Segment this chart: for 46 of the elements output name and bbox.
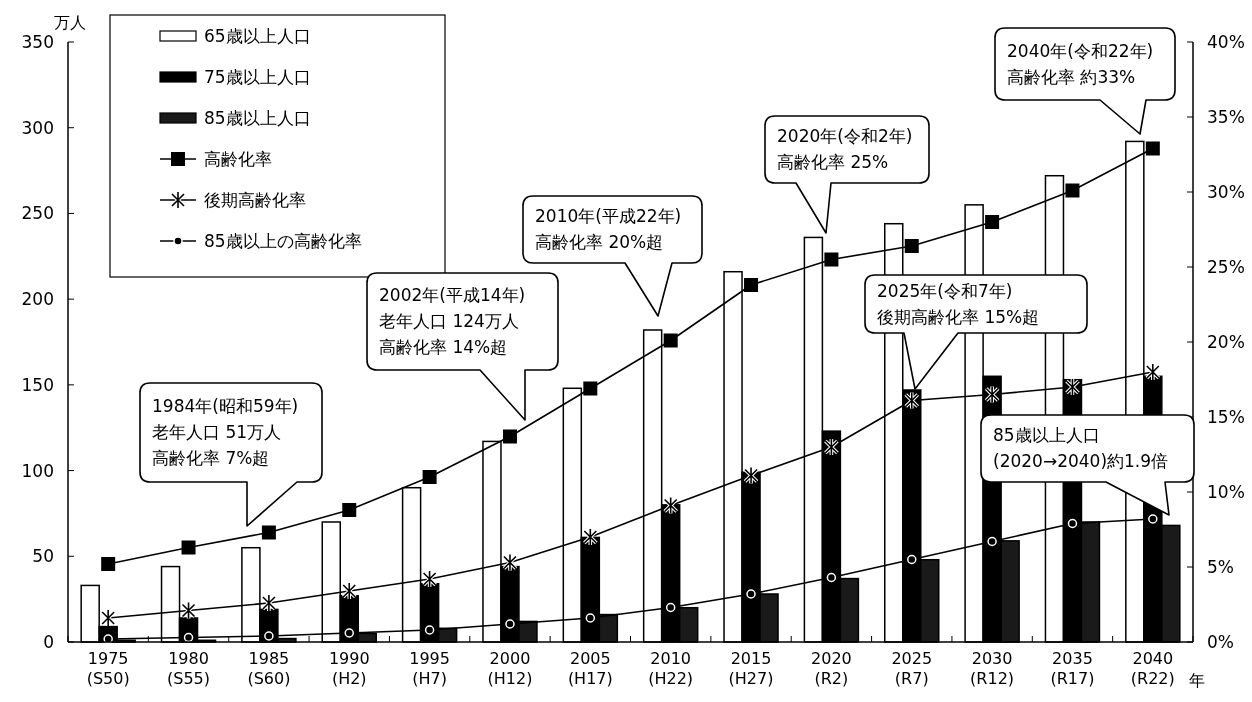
legend-label: 75歳以上人口 [204,66,311,87]
y-tick-label: 100 [21,460,54,481]
y-axis-title: 万人 [54,13,86,32]
y-tick-label: 200 [21,289,54,310]
x-tick-label: 2005 (H17) [567,649,613,688]
x-tick-label: 2000 (H12) [487,649,533,688]
y-tick-label: 350 [21,31,54,52]
x-tick-label: 2015 (H27) [728,649,774,688]
y-tick-label: 150 [21,374,54,395]
y2-tick-label: 5% [1207,556,1234,577]
y-tick-label: 300 [21,117,54,138]
y2-tick-label: 15% [1207,406,1245,427]
y2-tick-label: 0% [1207,631,1234,652]
y2-tick-label: 30% [1207,181,1245,202]
x-tick-label: 1975 (S50) [86,649,130,688]
x-tick-label: 2030 (R12) [970,649,1015,688]
x-tick-label: 2020 (R2) [811,649,852,688]
y2-tick-label: 35% [1207,106,1245,127]
x-axis-title: 年 [1189,671,1205,690]
x-tick-label: 1985 (S60) [247,649,291,688]
y2-tick-label: 10% [1207,481,1245,502]
annotation: 2040年(令和22年) 高齢化率 約33% [1007,40,1154,87]
legend-label: 高齢化率 [204,148,272,169]
annotation: 2002年(平成14年) 老年人口 124万人高齢化率 14%超 [379,285,526,358]
annotation: 85歳以上人口 (2020→2040)約1.9倍 [993,425,1169,472]
annotation: 1984年(昭和59年) 老年人口 51万人高齢化率 7%超 [152,396,299,469]
x-tick-label: 2010 (H22) [648,649,694,688]
legend-label: 85歳以上の高齢化率 [204,230,362,251]
y-tick-label: 250 [21,203,54,224]
x-tick-label: 1990 (H2) [328,649,370,688]
legend-label: 65歳以上人口 [204,25,311,46]
x-tick-label: 2025 (R7) [891,649,933,688]
y2-tick-label: 20% [1207,331,1245,352]
x-tick-label: 1980 (S55) [167,649,211,688]
y-tick-label: 0 [43,631,54,652]
x-tick-label: 2035 (R17) [1050,649,1095,688]
annotation: 2010年(平成22年) 高齢化率 20%超 [535,206,682,253]
x-tick-label: 1995 (H7) [409,649,450,688]
legend-label: 85歳以上人口 [204,107,311,128]
legend-label: 後期高齢化率 [204,189,306,210]
x-tick-label: 2040 (R22) [1130,649,1175,688]
annotation: 2020年(令和2年) 高齢化率 25% [777,126,913,173]
y-tick-label: 50 [32,546,54,567]
y2-tick-label: 40% [1207,31,1245,52]
y2-tick-label: 25% [1207,256,1245,277]
annotation: 2025年(令和7年) 後期高齢化率 15%超 [877,280,1040,327]
